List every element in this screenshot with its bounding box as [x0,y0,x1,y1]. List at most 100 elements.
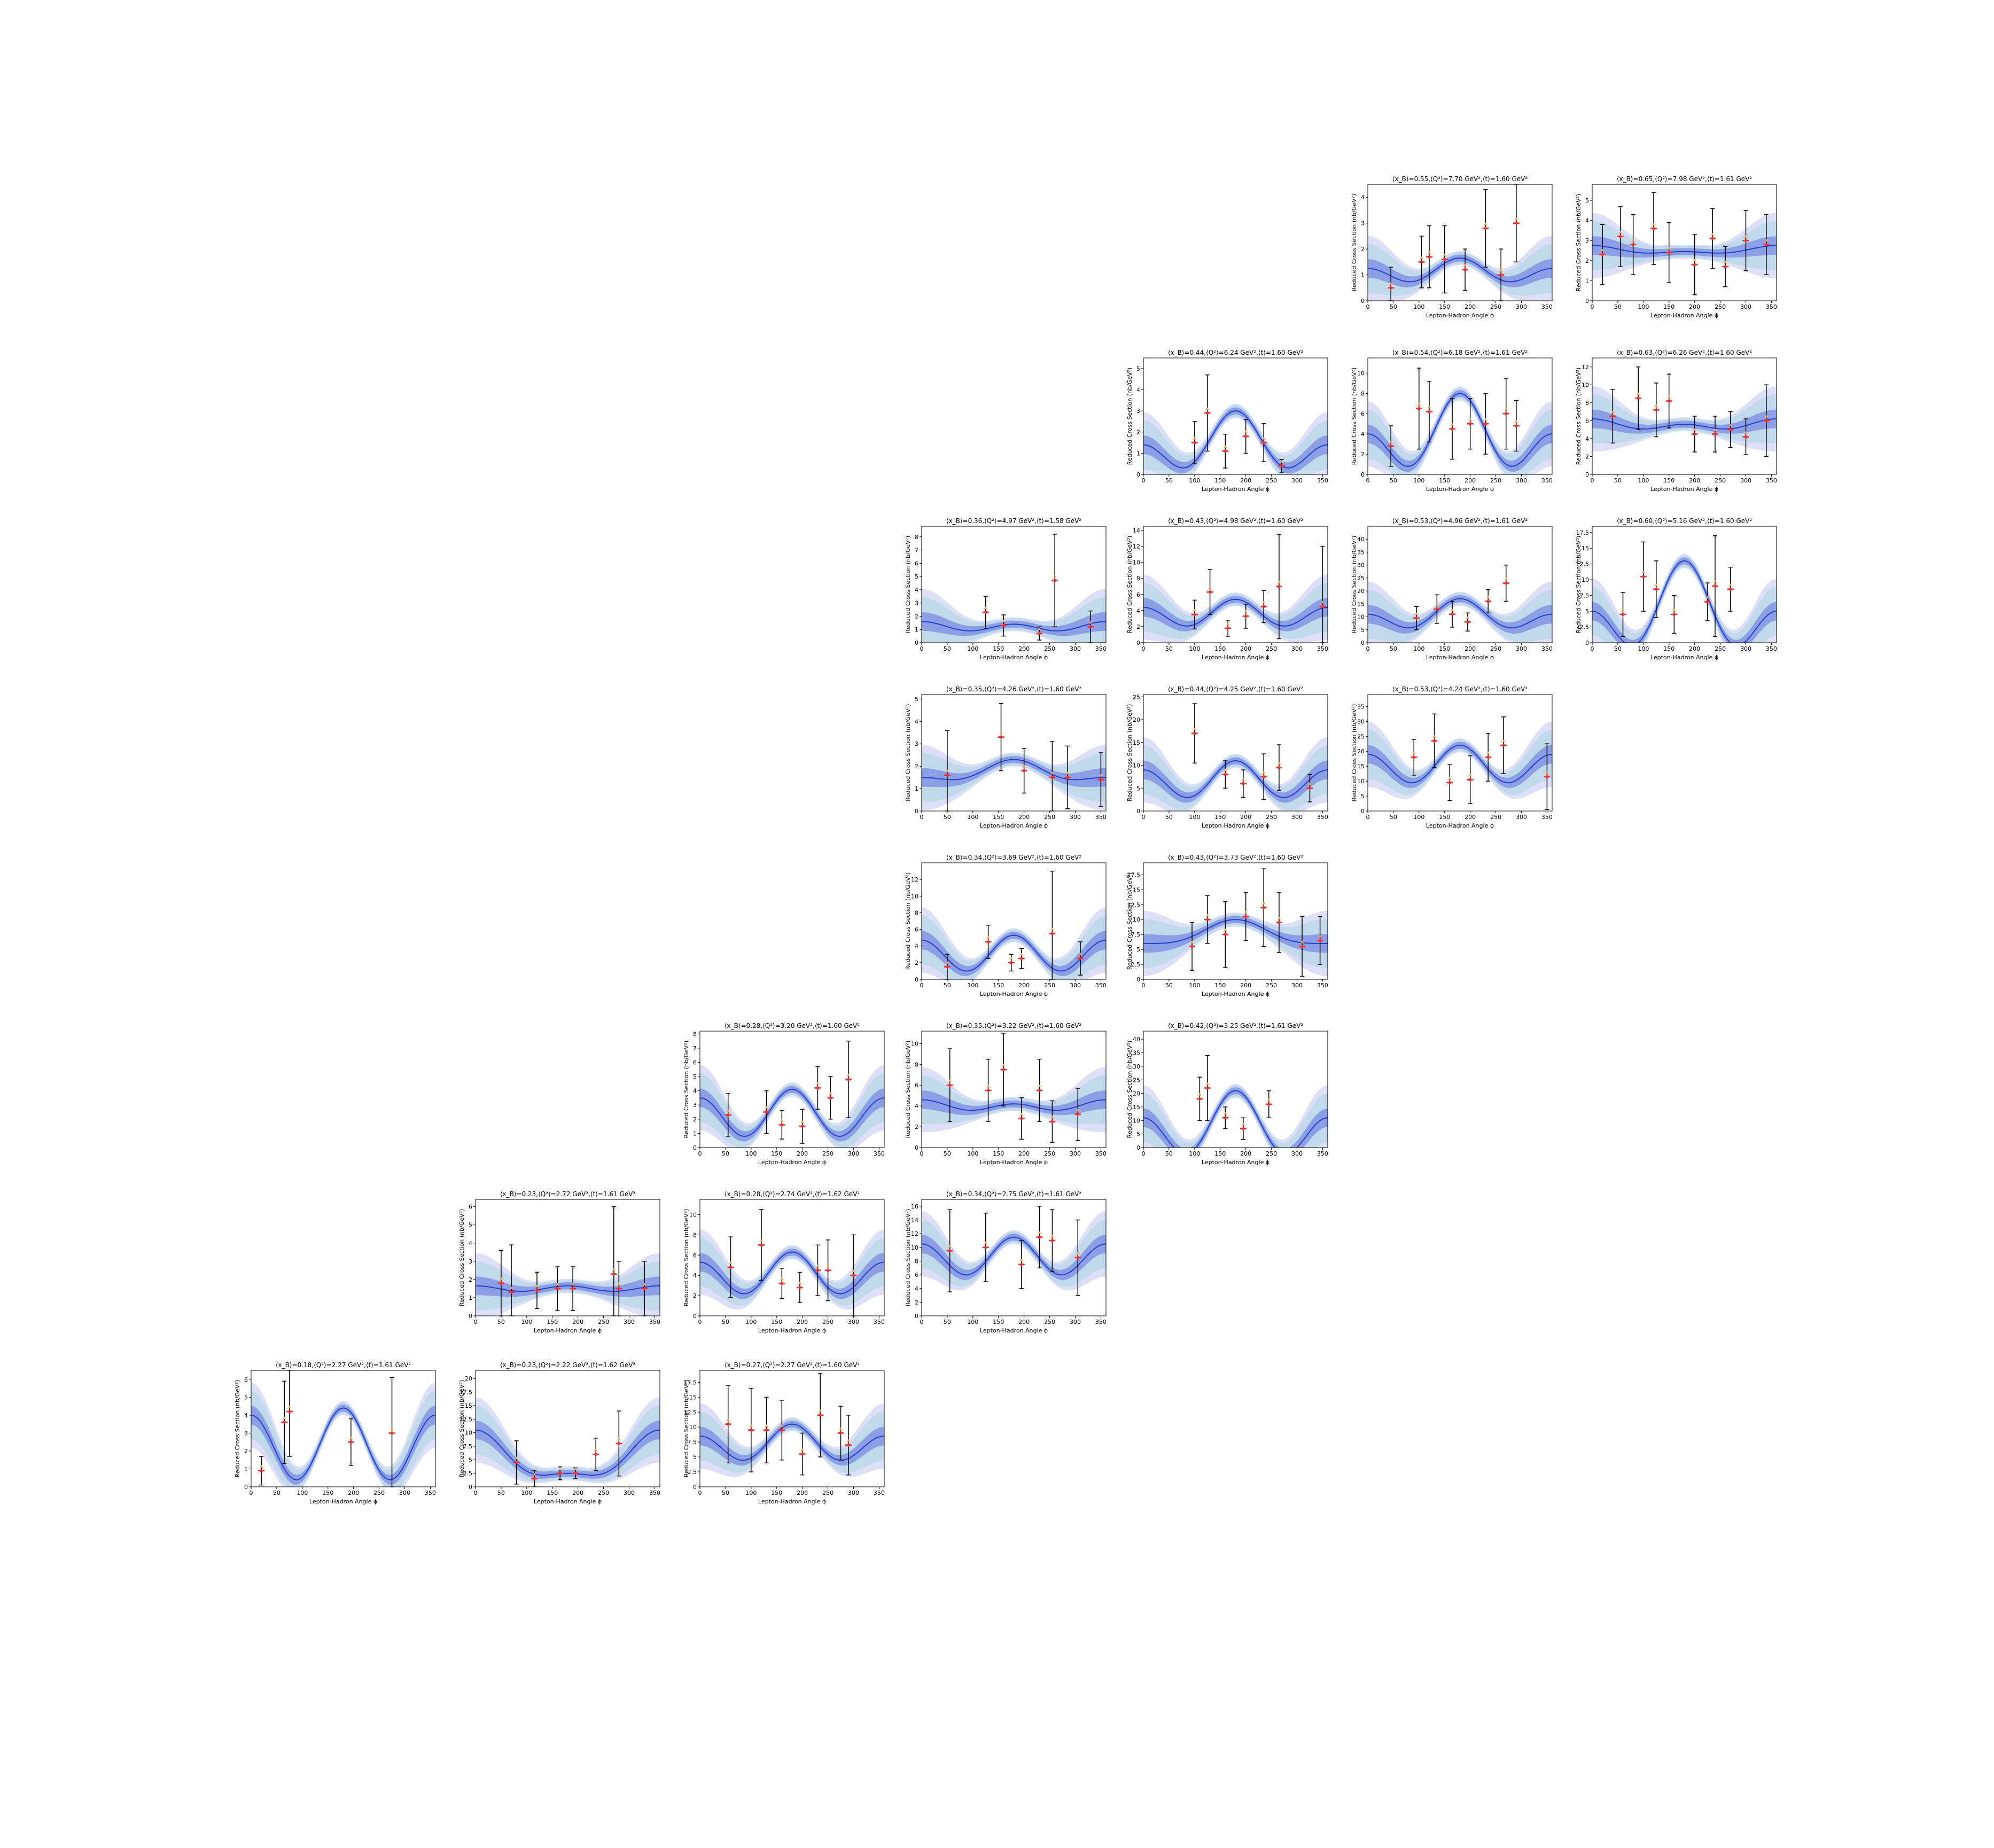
alt-data-marker [945,769,949,772]
alt-data-marker [1711,232,1715,236]
x-tick-label: 200 [1240,814,1251,821]
data-point [390,1431,394,1435]
x-tick-label: 300 [1291,645,1303,652]
axes-frame [1367,694,1553,812]
y-tick-label: 17.5 [684,1379,697,1386]
x-tick-label: 100 [967,814,978,821]
data-point [1713,432,1717,436]
data-point [780,1428,784,1432]
alt-data-marker [535,1284,539,1288]
data-point [1020,1263,1023,1266]
axes-frame [1592,526,1777,643]
alt-data-marker [533,1472,536,1476]
x-tick-label: 0 [698,1319,702,1325]
x-tick-label: 100 [967,982,978,989]
data-point [500,1281,503,1285]
x-tick-label: 250 [822,1150,834,1157]
alt-data-marker [798,1281,801,1284]
alt-data-marker [986,935,990,939]
alt-data-marker [1652,222,1655,225]
x-tick-label: 200 [1689,303,1700,310]
x-tick-label: 0 [698,1150,702,1157]
alt-data-marker [1079,953,1082,956]
plot-area: 0 50 100 150 200 250 300 350 0 1 2 3 4 5 Lepton-Hadron… [905,685,1107,829]
chart-title: ⟨x_B⟩=0.55,⟨Q²⟩=7.70 GeV²,⟨t⟩=1.60 GeV² [1392,175,1528,183]
y-tick-label: 0 [1585,471,1589,478]
y-tick-label: 14 [911,1217,918,1223]
x-tick-label: 250 [1490,814,1501,821]
x-tick-label: 350 [649,1319,660,1325]
chart-panel: 0 50 100 150 200 250 300 350 0 2 4 6 8 10 12 14 Lepton-H… [1126,516,1333,665]
x-tick-label: 0 [1366,303,1370,310]
x-tick-label: 250 [1490,645,1501,652]
y-axis-label: Reduced Cross Section (nb/GeV²) [1351,368,1358,465]
alt-data-marker [558,1467,562,1470]
data-point [643,1287,647,1290]
alt-data-marker [948,1079,952,1082]
alt-data-marker [819,1409,822,1412]
data-point [515,1461,518,1464]
fit-line [1143,760,1328,798]
axes-frame [921,1199,1107,1316]
y-tick-label: 6 [915,926,918,933]
x-tick-label: 0 [1366,814,1370,821]
data-point [1278,921,1281,924]
y-tick-label: 3 [1361,220,1365,227]
y-tick-label: 5 [469,1222,472,1229]
alt-data-marker [1713,580,1717,583]
data-point [1066,776,1069,779]
y-axis-label: Reduced Cross Section (nb/GeV²) [683,1209,690,1307]
x-tick-label: 50 [1390,645,1397,652]
x-tick-label: 350 [1095,1150,1107,1157]
alt-data-marker [1468,418,1472,421]
data-point [1428,255,1431,259]
data-point [1099,778,1103,782]
alt-data-marker [1224,1112,1227,1115]
x-axis-label: Lepton-Hadron Angle ϕ [1426,822,1494,829]
alt-data-marker [1764,238,1768,241]
alt-data-marker [1631,238,1635,241]
y-tick-label: 1 [693,1130,697,1137]
x-tick-label: 100 [1413,645,1424,652]
alt-data-marker [1667,395,1671,398]
x-tick-label: 250 [1266,645,1277,652]
x-tick-label: 50 [1165,1150,1173,1157]
plot-area: 0 50 100 150 200 250 300 350 0 1 2 3 4 5 6 7 8 Lepton-Had… [683,1022,885,1166]
alt-data-marker [1435,603,1439,606]
data-point [349,1440,353,1444]
y-axis-label: Reduced Cross Section (nb/GeV²) [1351,536,1358,634]
y-tick-label: 0 [1585,298,1589,305]
data-point [946,774,949,777]
alt-data-marker [499,1277,503,1280]
alt-data-marker [1514,420,1518,423]
alt-data-marker [260,1464,263,1468]
y-tick-label: 10 [911,1244,918,1251]
x-axis-label: Lepton-Hadron Angle ϕ [1650,486,1718,493]
x-tick-label: 200 [572,1319,583,1325]
data-point [1415,617,1418,620]
y-tick-label: 8 [693,1231,697,1238]
x-tick-label: 0 [1142,477,1146,484]
x-tick-label: 250 [598,1490,609,1496]
chart-title: ⟨x_B⟩=0.43,⟨Q²⟩=3.73 GeV²,⟨t⟩=1.60 GeV² [1168,854,1304,861]
data-point [1224,449,1227,453]
x-tick-label: 350 [1095,645,1107,652]
data-point [1435,607,1439,611]
x-tick-label: 250 [1266,477,1277,484]
x-tick-label: 100 [745,1150,757,1157]
y-tick-label: 5 [244,1394,248,1401]
data-point [1224,1116,1227,1120]
alt-data-marker [1420,256,1423,259]
y-tick-label: 6 [244,1376,248,1383]
x-tick-label: 200 [1240,982,1251,989]
data-point [1262,605,1266,609]
x-tick-label: 150 [1439,645,1450,652]
alt-data-marker [1667,246,1671,249]
alt-data-marker [617,1437,621,1440]
x-tick-label: 300 [1516,477,1527,484]
x-tick-label: 150 [1214,982,1226,989]
chart-title: ⟨x_B⟩=0.44,⟨Q²⟩=6.24 GeV²,⟨t⟩=1.60 GeV² [1168,349,1304,356]
y-tick-label: 15 [1133,739,1140,746]
data-point [1242,1127,1245,1130]
chart-panel: 0 50 100 150 200 250 300 350 0 5 10 15 20 25 30 35 40 Lep… [1126,1020,1333,1170]
